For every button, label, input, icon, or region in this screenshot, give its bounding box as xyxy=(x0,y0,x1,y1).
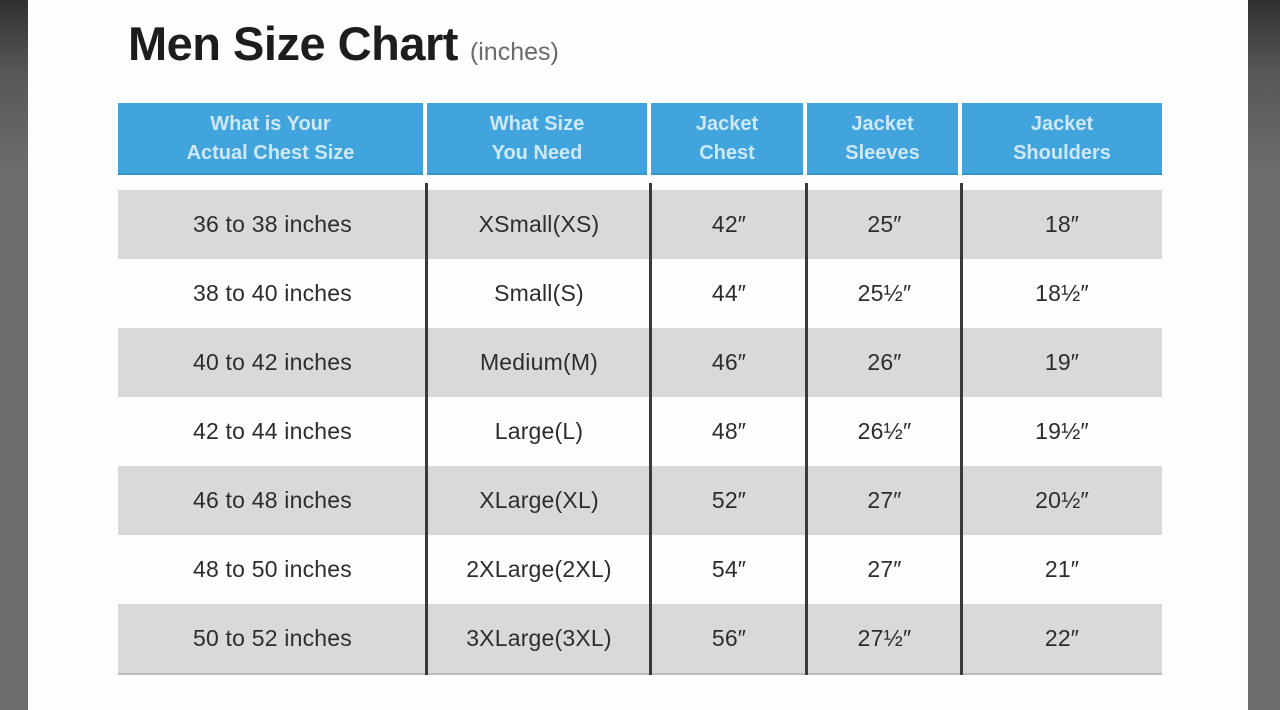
header-line: Actual Chest Size xyxy=(186,142,355,164)
cell-actual-chest-size: 48 to 50 inches xyxy=(192,556,352,582)
cell-jacket-chest: 44″ xyxy=(711,280,747,306)
cell-jacket-sleeves: 26½″ xyxy=(857,418,912,444)
cell-jacket-shoulders: 21″ xyxy=(1044,556,1080,582)
header-line: Sleeves xyxy=(845,142,920,164)
column-divider xyxy=(960,183,963,675)
cell-actual-chest-size: 50 to 52 inches xyxy=(192,625,352,651)
cell-size-you-need: XSmall(XS) xyxy=(478,211,600,237)
header-cell-jacket-shoulders: Jacket Shoulders xyxy=(962,103,1162,175)
cell-actual-chest-size: 36 to 38 inches xyxy=(192,211,352,237)
page-title-unit-note: (inches) xyxy=(469,38,559,66)
cell-jacket-shoulders: 18½″ xyxy=(1035,280,1089,306)
cell-jacket-chest: 48″ xyxy=(711,418,747,444)
right-letterbox-bar xyxy=(1248,0,1280,710)
left-letterbox-bar xyxy=(0,0,28,710)
header-line: What is Your xyxy=(210,113,331,135)
table-row: 42 to 44 inches Large(L) 48″ 26½″ 19½″ xyxy=(118,397,1162,466)
column-divider xyxy=(805,183,808,675)
table-row: 50 to 52 inches 3XLarge(3XL) 56″ 27½″ 22″ xyxy=(118,604,1162,673)
cell-jacket-sleeves: 26″ xyxy=(867,349,902,375)
cell-size-you-need: Small(S) xyxy=(494,280,584,306)
cell-jacket-sleeves: 25½″ xyxy=(857,280,912,306)
cell-size-you-need: Medium(M) xyxy=(479,349,599,375)
cell-jacket-shoulders: 19½″ xyxy=(1035,418,1089,444)
table-row: 48 to 50 inches 2XLarge(2XL) 54″ 27″ 21″ xyxy=(118,535,1162,604)
header-line: Jacket xyxy=(1030,113,1094,135)
table-header-row: What is Your Actual Chest Size What Size… xyxy=(118,103,1162,175)
cell-jacket-sleeves: 27″ xyxy=(867,487,902,513)
cell-jacket-chest: 56″ xyxy=(711,625,747,651)
table-row: 46 to 48 inches XLarge(XL) 52″ 27″ 20½″ xyxy=(118,466,1162,535)
header-cell-size-you-need: What Size You Need xyxy=(427,103,651,175)
cell-actual-chest-size: 40 to 42 inches xyxy=(192,349,352,375)
cell-size-you-need: 3XLarge(3XL) xyxy=(466,625,612,651)
size-chart-table: What is Your Actual Chest Size What Size… xyxy=(118,103,1162,675)
table-row: 38 to 40 inches Small(S) 44″ 25½″ 18½″ xyxy=(118,259,1162,328)
cell-jacket-chest: 52″ xyxy=(711,487,747,513)
cell-jacket-chest: 46″ xyxy=(711,349,747,375)
page-title-text: Men Size Chart xyxy=(128,17,458,70)
cell-size-you-need: Large(L) xyxy=(494,418,584,444)
cell-jacket-chest: 54″ xyxy=(711,556,747,582)
header-line: Chest xyxy=(699,142,755,164)
cell-actual-chest-size: 38 to 40 inches xyxy=(192,280,352,306)
column-divider xyxy=(649,183,652,675)
cell-size-you-need: 2XLarge(2XL) xyxy=(466,556,612,582)
cell-actual-chest-size: 42 to 44 inches xyxy=(192,418,352,444)
header-cell-jacket-sleeves: Jacket Sleeves xyxy=(807,103,962,175)
header-line: Jacket xyxy=(851,113,914,135)
cell-actual-chest-size: 46 to 48 inches xyxy=(192,487,352,513)
header-line: What Size xyxy=(489,113,585,135)
table-row: 36 to 38 inches XSmall(XS) 42″ 25″ 18″ xyxy=(118,190,1162,259)
cell-jacket-shoulders: 19″ xyxy=(1044,349,1080,375)
cell-jacket-chest: 42″ xyxy=(711,211,747,237)
cell-jacket-shoulders: 20½″ xyxy=(1035,487,1089,513)
table-row: 40 to 42 inches Medium(M) 46″ 26″ 19″ xyxy=(118,328,1162,397)
cell-size-you-need: XLarge(XL) xyxy=(479,487,599,513)
cell-jacket-shoulders: 18″ xyxy=(1044,211,1080,237)
header-line: Shoulders xyxy=(1013,142,1111,164)
header-line: Jacket xyxy=(695,113,759,135)
header-cell-actual-chest-size: What is Your Actual Chest Size xyxy=(118,103,427,175)
page-title: Men Size Chart (inches) xyxy=(128,16,559,71)
header-line: You Need xyxy=(491,142,583,164)
cell-jacket-sleeves: 27″ xyxy=(867,556,902,582)
column-divider xyxy=(425,183,428,675)
cell-jacket-shoulders: 22″ xyxy=(1044,625,1080,651)
cell-jacket-sleeves: 25″ xyxy=(867,211,902,237)
table-rows: 36 to 38 inches XSmall(XS) 42″ 25″ 18″ 38 to … xyxy=(118,183,1162,675)
header-cell-jacket-chest: Jacket Chest xyxy=(651,103,807,175)
cell-jacket-sleeves: 27½″ xyxy=(857,625,912,651)
